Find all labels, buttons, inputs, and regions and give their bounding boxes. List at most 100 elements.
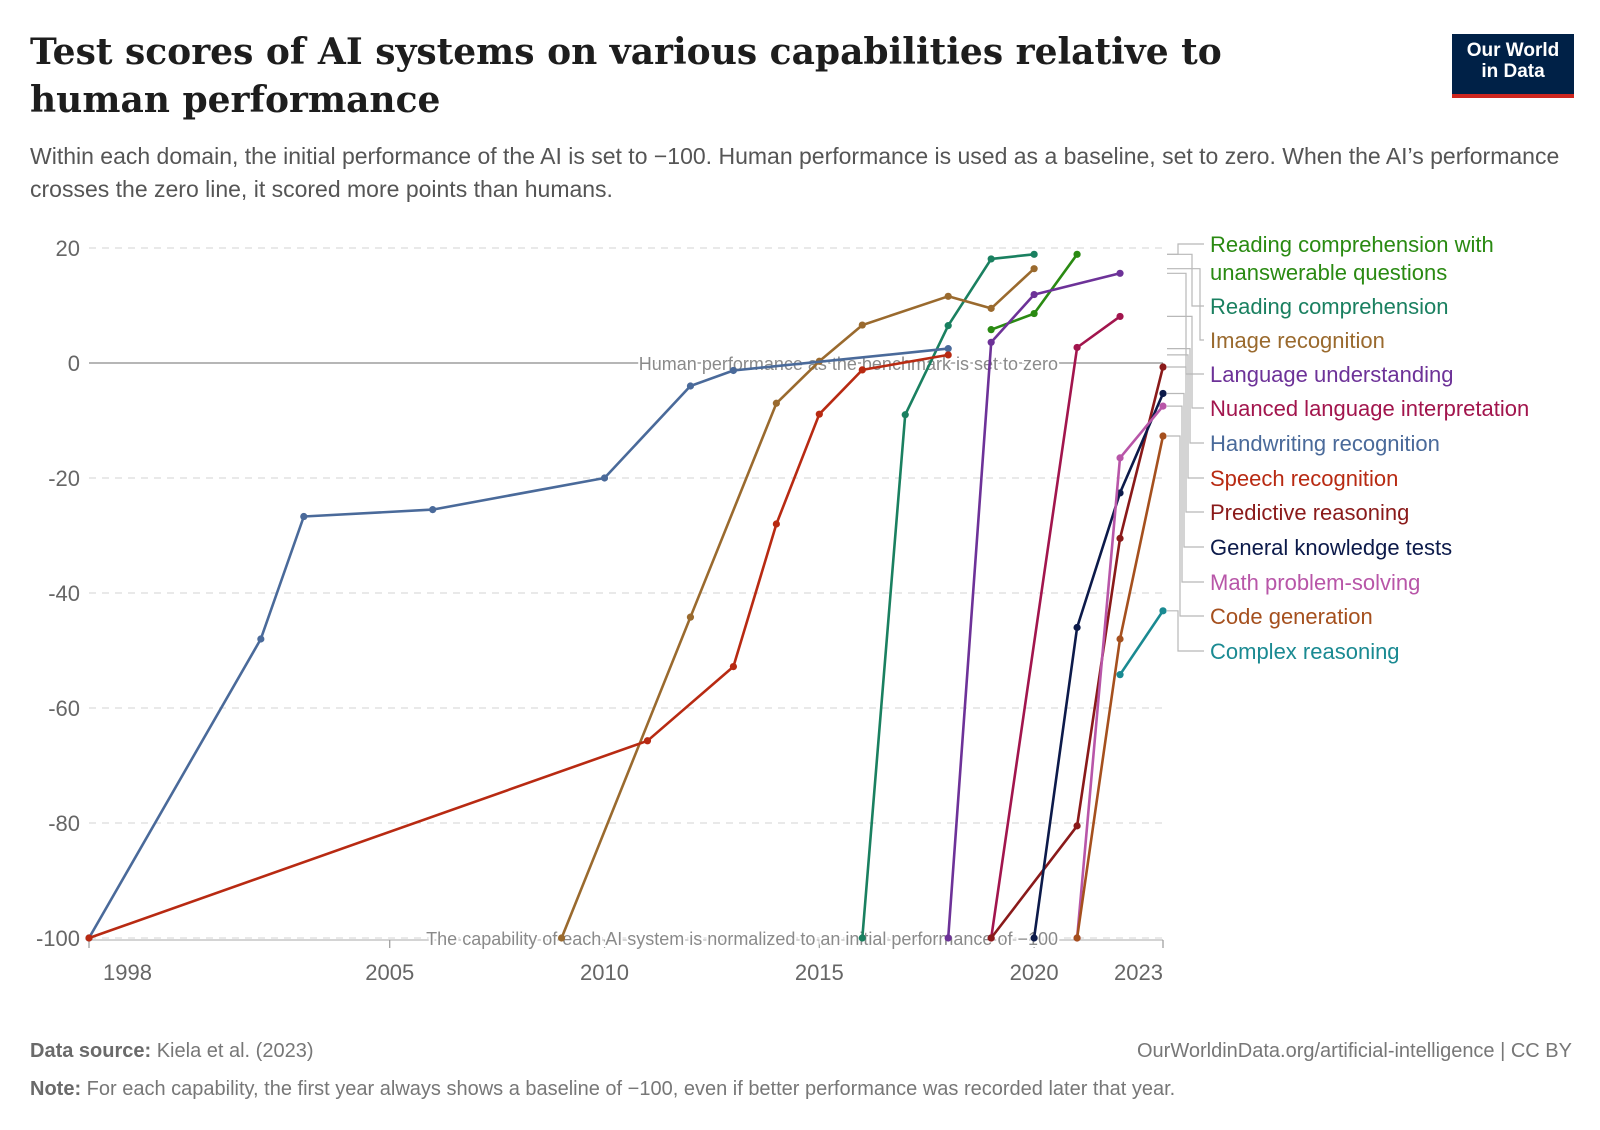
series-line[interactable] <box>989 365 1165 940</box>
legend-connector <box>1167 392 1204 548</box>
legend-label[interactable]: Language understanding <box>1210 362 1453 387</box>
legend-label[interactable]: Image recognition <box>1210 328 1385 353</box>
x-tick-label: 2015 <box>795 960 844 985</box>
data-point[interactable] <box>1159 607 1167 615</box>
data-point[interactable] <box>1073 934 1081 942</box>
data-point[interactable] <box>901 411 909 419</box>
data-point[interactable] <box>1030 265 1038 273</box>
data-point[interactable] <box>1030 934 1038 942</box>
data-point[interactable] <box>1073 822 1081 830</box>
data-point[interactable] <box>1159 432 1167 440</box>
data-point[interactable] <box>944 351 952 359</box>
legend-label[interactable]: Complex reasoning <box>1210 639 1400 664</box>
data-point[interactable] <box>557 934 566 942</box>
legend-label-continued[interactable]: unanswerable questions <box>1210 260 1447 285</box>
data-point[interactable] <box>429 506 437 514</box>
data-point[interactable] <box>600 474 609 482</box>
y-tick-label: -20 <box>48 466 80 491</box>
series-line[interactable] <box>1075 434 1165 940</box>
legend-label[interactable]: Reading comprehension with <box>1210 232 1494 257</box>
data-point[interactable] <box>987 255 995 263</box>
series-line[interactable] <box>87 353 950 940</box>
data-point[interactable] <box>686 382 695 390</box>
data-source: Data source: Kiela et al. (2023) <box>30 1040 313 1063</box>
legend-label[interactable]: Reading comprehension <box>1210 294 1449 319</box>
legend-label[interactable]: Math problem-solving <box>1210 570 1420 595</box>
data-point[interactable] <box>1116 635 1124 643</box>
legend-label[interactable]: General knowledge tests <box>1210 535 1452 560</box>
data-point[interactable] <box>85 934 93 942</box>
y-tick-label: -60 <box>48 696 80 721</box>
data-point[interactable] <box>944 934 952 942</box>
owid-logo[interactable]: Our World in Data <box>1452 34 1574 98</box>
legend-connector <box>1167 268 1204 341</box>
zero-line-annotation: Human performance as the benchmark is se… <box>639 354 1058 374</box>
data-point[interactable] <box>987 326 995 334</box>
data-point[interactable] <box>257 635 265 643</box>
y-tick-label: -100 <box>36 926 80 951</box>
data-source-link[interactable]: Kiela et al. (2023) <box>156 1040 314 1062</box>
series-line[interactable] <box>560 267 1036 940</box>
logo-line-2: in Data <box>1481 61 1545 82</box>
legend-label[interactable]: Predictive reasoning <box>1210 500 1409 525</box>
data-point[interactable] <box>1073 250 1081 258</box>
legend-label[interactable]: Nuanced language interpretation <box>1210 396 1529 421</box>
chart-title: Test scores of AI systems on various cap… <box>30 31 1222 121</box>
data-point[interactable] <box>987 304 995 312</box>
data-point[interactable] <box>1116 312 1124 321</box>
data-point[interactable] <box>643 737 652 745</box>
x-tick-label: 2020 <box>1010 960 1059 985</box>
data-point[interactable] <box>1030 250 1038 258</box>
legend-connector <box>1167 354 1204 479</box>
legend-label[interactable]: Handwriting recognition <box>1210 431 1440 456</box>
x-tick-label: 2005 <box>365 960 414 985</box>
y-tick-label: 0 <box>68 351 80 376</box>
legend-label[interactable]: Code generation <box>1210 604 1373 629</box>
data-point[interactable] <box>1116 454 1124 462</box>
legend-connector <box>1167 348 1204 444</box>
data-point[interactable] <box>1073 343 1081 352</box>
data-point[interactable] <box>987 934 995 942</box>
data-point[interactable] <box>1159 363 1167 371</box>
data-point[interactable] <box>772 520 780 528</box>
series-line[interactable] <box>1118 609 1165 677</box>
source-url[interactable]: OurWorldinData.org/artificial-intelligen… <box>1137 1040 1572 1062</box>
legend-connector <box>1167 315 1204 409</box>
y-tick-label: -40 <box>48 581 80 606</box>
footnote: Note: For each capability, the first yea… <box>30 1078 1175 1101</box>
series-line[interactable] <box>1032 392 1165 940</box>
note-label: Note: <box>30 1078 82 1100</box>
data-point[interactable] <box>858 934 866 942</box>
data-point[interactable] <box>944 292 952 300</box>
data-point[interactable] <box>1159 389 1167 398</box>
data-point[interactable] <box>987 338 995 346</box>
data-point[interactable] <box>1116 269 1124 277</box>
legend-connector <box>1167 366 1204 513</box>
data-point[interactable] <box>944 322 952 330</box>
legend-connector <box>1167 405 1204 583</box>
data-point[interactable] <box>772 399 780 407</box>
data-point[interactable] <box>300 512 308 521</box>
data-point[interactable] <box>1030 309 1038 318</box>
data-point[interactable] <box>815 410 823 418</box>
data-point[interactable] <box>858 321 866 329</box>
data-point[interactable] <box>1030 290 1038 299</box>
legend-connector <box>1167 243 1204 255</box>
baseline-annotation: The capability of each AI system is norm… <box>426 929 1058 949</box>
series-line[interactable] <box>946 271 1122 940</box>
data-point[interactable] <box>1116 534 1124 542</box>
legend-connector <box>1167 253 1204 307</box>
legend-label[interactable]: Speech recognition <box>1210 466 1398 491</box>
data-point[interactable] <box>858 366 866 374</box>
data-point[interactable] <box>1159 402 1167 410</box>
data-point[interactable] <box>686 613 695 621</box>
data-point[interactable] <box>729 663 738 671</box>
series-line[interactable] <box>87 347 950 940</box>
data-point[interactable] <box>1073 623 1081 632</box>
data-point[interactable] <box>944 345 952 353</box>
series-line[interactable] <box>989 315 1122 940</box>
y-tick-label: 20 <box>56 236 80 261</box>
data-point[interactable] <box>729 366 738 375</box>
chart-subtitle: Within each domain, the initial performa… <box>30 143 1560 202</box>
data-point[interactable] <box>1116 671 1124 679</box>
